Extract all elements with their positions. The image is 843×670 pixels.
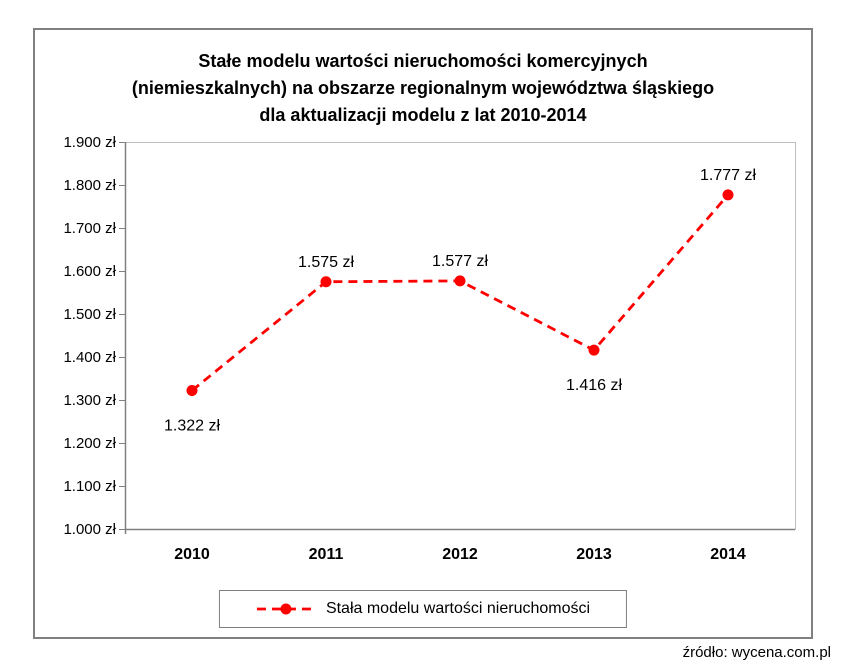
data-point-label: 1.575 zł <box>298 254 354 271</box>
y-axis-tick-label: 1.400 zł <box>63 349 116 366</box>
y-axis-tick-label: 1.900 zł <box>63 134 116 151</box>
data-point-label: 1.777 zł <box>700 167 756 184</box>
legend-line-marker <box>256 603 313 615</box>
data-point <box>320 276 332 288</box>
x-axis-label: 2010 <box>174 546 210 563</box>
data-point-label: 1.416 zł <box>566 377 622 394</box>
x-axis-label: 2012 <box>442 546 478 563</box>
x-axis-label: 2013 <box>576 546 612 563</box>
data-point <box>186 385 198 397</box>
plot-area: 1.000 zł 1.100 zł 1.200 zł 1.300 zł 1.400 zł… <box>63 134 796 563</box>
y-axis-tick-label: 1.500 zł <box>63 306 116 323</box>
y-axis-tick-label: 1.000 zł <box>63 521 116 538</box>
chart-title: Stałe modelu wartości nieruchomości kome… <box>35 48 811 129</box>
y-axis-tick-label: 1.300 zł <box>63 392 116 409</box>
chart-title-line-1: Stałe modelu wartości nieruchomości kome… <box>198 51 648 71</box>
data-point <box>454 275 466 287</box>
data-point-label: 1.577 zł <box>432 253 488 270</box>
source-caption: źródło: wycena.com.pl <box>682 644 831 661</box>
plot-border <box>125 142 796 530</box>
data-point-label: 1.322 zł <box>164 418 220 435</box>
x-axis-label: 2014 <box>710 546 746 563</box>
legend-label: Stała modelu wartości nieruchomości <box>325 600 591 617</box>
legend: Stała modelu wartości nieruchomości <box>218 590 628 628</box>
x-axis-label: 2011 <box>309 546 344 563</box>
y-axis-tick-label: 1.100 zł <box>63 478 116 495</box>
chart-title-line-2: (niemieszkalnych) na obszarze regionalny… <box>131 78 715 98</box>
y-axis-tick-label: 1.600 zł <box>63 263 116 280</box>
series-line <box>191 193 730 392</box>
y-axis-tick-label: 1.700 zł <box>63 220 116 237</box>
y-axis-tick-label: 1.200 zł <box>63 435 116 452</box>
chart-title-line-3: dla aktualizacji modelu z lat 2010-2014 <box>259 105 587 125</box>
data-point <box>588 344 600 356</box>
data-point <box>722 189 734 201</box>
y-axis-tick-label: 1.800 zł <box>63 177 116 194</box>
chart-container: Stałe modelu wartości nieruchomości kome… <box>33 28 813 639</box>
